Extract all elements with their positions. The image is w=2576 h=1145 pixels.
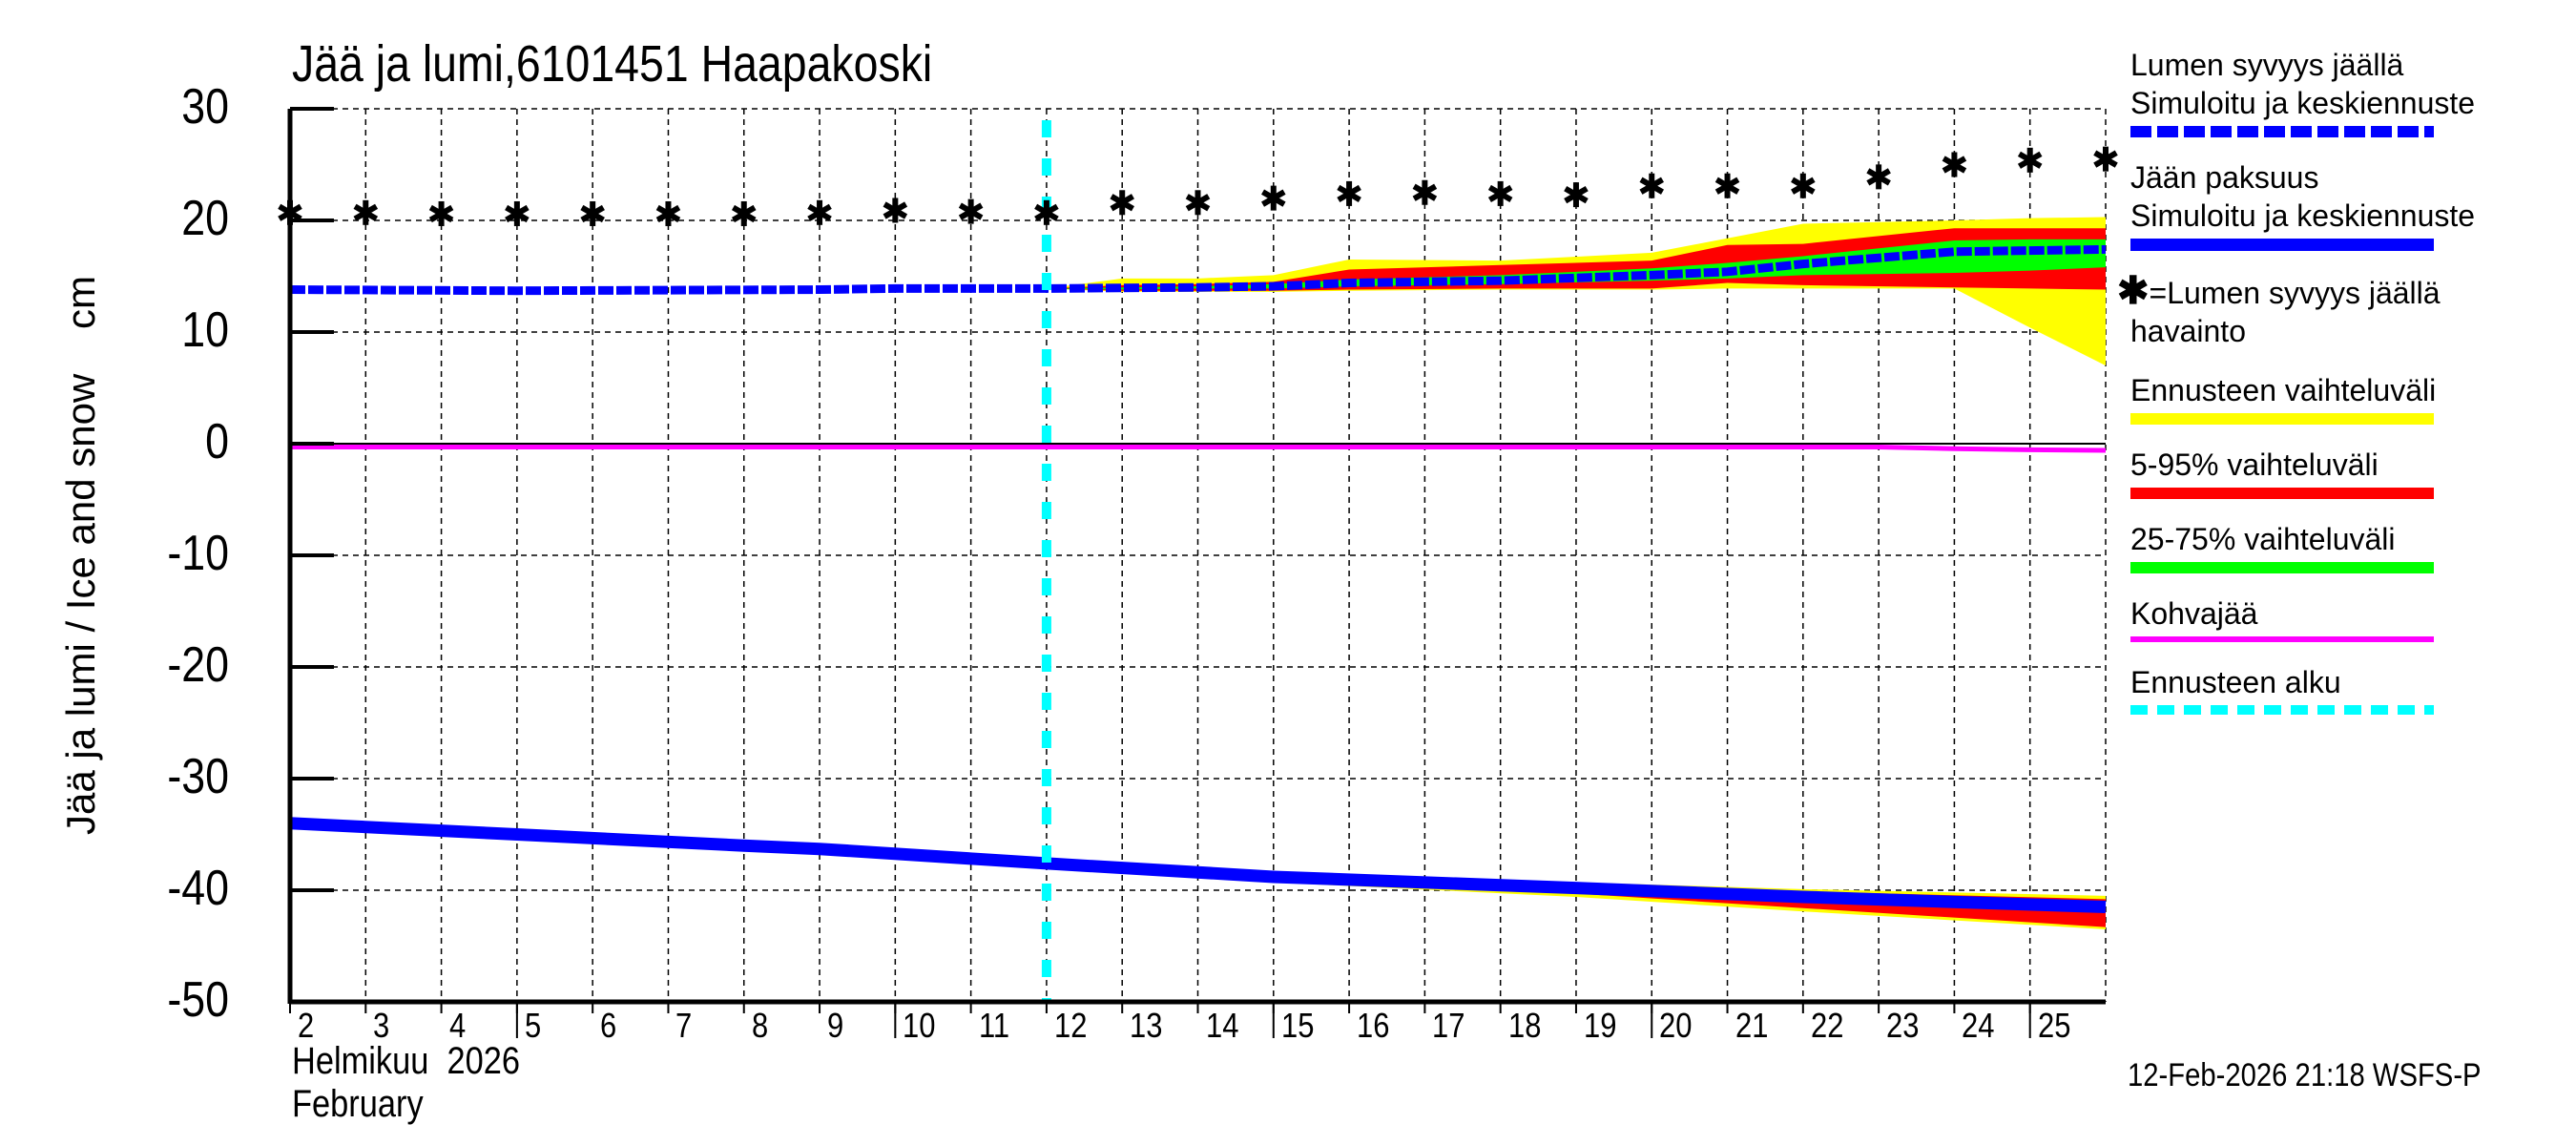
- footer-timestamp: 12-Feb-2026 21:18 WSFS-P: [2128, 1057, 2482, 1093]
- x-axis-month-en: February: [292, 1083, 424, 1125]
- observation-star-icon: [1337, 180, 1361, 206]
- observation-star-icon: [1261, 185, 1286, 211]
- y-tick-label: 10: [181, 302, 229, 358]
- y-tick-label: 20: [181, 191, 229, 246]
- observation-star-icon: [2017, 147, 2043, 173]
- x-tick-label: 23: [1886, 1006, 1920, 1045]
- x-tick-label: 6: [600, 1006, 617, 1045]
- legend-label: Ennusteen vaihteluväli: [2130, 373, 2437, 407]
- observation-star-icon: [883, 198, 908, 223]
- legend-ice-thickness: Jään paksuus Simuloitu ja keskiennuste: [2130, 158, 2569, 251]
- solid-blue-line-swatch: [2130, 239, 2434, 251]
- x-tick-label: 12: [1053, 1006, 1088, 1045]
- observation-star-icon: [1412, 179, 1438, 205]
- legend-range-25-75: 25-75% vaihteluväli: [2130, 520, 2569, 573]
- legend-label-row: ✱=Lumen syvyys jäällä: [2117, 272, 2569, 312]
- x-tick-label: 3: [373, 1006, 390, 1045]
- x-tick-label: 21: [1735, 1006, 1768, 1045]
- legend-label: 5-95% vaihteluväli: [2130, 448, 2379, 482]
- red-swatch: [2130, 488, 2434, 499]
- legend-range-all: Ennusteen vaihteluväli: [2130, 371, 2569, 425]
- x-tick-label: 10: [903, 1006, 936, 1045]
- observation-star-icon: [1791, 173, 1816, 198]
- observation-star-icon: [1866, 164, 1891, 190]
- observation-star-icon: [1942, 152, 1967, 177]
- y-tick-label: -30: [167, 749, 229, 804]
- y-axis-label: Jää ja lumi / Ice and snow cm: [58, 276, 103, 835]
- observation-star-icon: [1185, 190, 1211, 216]
- observation-star-icon: [2093, 146, 2118, 172]
- legend: Lumen syvyys jäällä Simuloitu ja keskien…: [2117, 46, 2569, 736]
- legend-label: Lumen syvyys jäällä: [2130, 48, 2404, 82]
- x-tick-label: 7: [675, 1006, 693, 1045]
- legend-label: Jään paksuus: [2130, 160, 2319, 195]
- legend-label: Kohvajää: [2130, 596, 2258, 631]
- x-tick-label: 8: [751, 1006, 768, 1045]
- x-tick-label: 15: [1280, 1006, 1315, 1045]
- observation-star-icon: [1487, 180, 1513, 206]
- chart-title: Jää ja lumi,6101451 Haapakoski: [292, 35, 933, 93]
- observation-star-icon: [1639, 173, 1665, 198]
- legend-label: Simuloitu ja keskiennuste: [2130, 198, 2476, 233]
- observation-star-icon: [958, 198, 984, 224]
- data-lines: [289, 120, 2107, 1002]
- y-tick-label: -40: [167, 861, 229, 916]
- x-tick-label: 13: [1130, 1006, 1163, 1045]
- y-tick-label: -50: [167, 972, 229, 1028]
- x-tick-label: 22: [1810, 1006, 1844, 1045]
- dashed-blue-line-swatch: [2130, 126, 2434, 137]
- x-tick-label: 24: [1962, 1006, 1995, 1045]
- x-tick-label: 18: [1507, 1006, 1542, 1045]
- x-tick-label: 9: [827, 1006, 844, 1045]
- observation-star-icon: [505, 200, 530, 226]
- x-tick-label: 25: [2037, 1006, 2071, 1045]
- y-tick-label: 30: [181, 79, 229, 135]
- x-tick-label: 14: [1205, 1006, 1238, 1045]
- legend-label: havainto: [2130, 314, 2246, 348]
- x-tick-label: 5: [524, 1006, 542, 1045]
- asterisk-icon: ✱: [2117, 270, 2150, 312]
- x-axis-month-fi: Helmikuu 2026: [292, 1040, 521, 1082]
- observation-star-icon: [655, 200, 681, 226]
- dashed-cyan-swatch: [2130, 705, 2434, 715]
- observation-star-icon: [807, 199, 832, 225]
- legend-snow-simulated: Lumen syvyys jäällä Simuloitu ja keskien…: [2130, 46, 2569, 137]
- legend-range-5-95: 5-95% vaihteluväli: [2130, 446, 2569, 499]
- yellow-swatch: [2130, 413, 2434, 425]
- x-tick-label: 11: [978, 1006, 1009, 1045]
- legend-label: Simuloitu ja keskiennuste: [2130, 86, 2476, 120]
- y-tick-label: -10: [167, 526, 229, 581]
- x-tick-label: 4: [448, 1006, 466, 1045]
- x-tick-label: 16: [1357, 1006, 1390, 1045]
- legend-label: Ennusteen alku: [2130, 665, 2341, 699]
- observation-star-icon: [580, 200, 605, 226]
- observation-star-icon: [731, 200, 757, 226]
- x-tick-label: 20: [1659, 1006, 1693, 1045]
- observation-star-icon: [353, 199, 379, 225]
- snow-observations: [278, 146, 2118, 226]
- legend-slush-ice: Kohvajää: [2130, 594, 2569, 642]
- y-tick-label: 0: [205, 414, 229, 469]
- observation-star-icon: [428, 200, 454, 226]
- x-tick-label: 2: [298, 1006, 315, 1045]
- legend-snow-observed: ✱=Lumen syvyys jäällä havainto: [2117, 272, 2569, 350]
- plot-axes: [287, 107, 2106, 1038]
- y-tick-label: -20: [167, 637, 229, 693]
- observation-star-icon: [1034, 199, 1059, 225]
- legend-forecast-start: Ennusteen alku: [2130, 663, 2569, 715]
- magenta-swatch: [2130, 636, 2434, 642]
- green-swatch: [2130, 562, 2434, 573]
- x-tick-label: 19: [1583, 1006, 1617, 1045]
- observation-star-icon: [1714, 173, 1740, 198]
- x-tick-label: 17: [1432, 1006, 1465, 1045]
- observation-star-icon: [1564, 182, 1589, 208]
- legend-label: 25-75% vaihteluväli: [2130, 522, 2396, 556]
- observation-star-icon: [1110, 190, 1134, 216]
- legend-label: =Lumen syvyys jäällä: [2149, 276, 2441, 310]
